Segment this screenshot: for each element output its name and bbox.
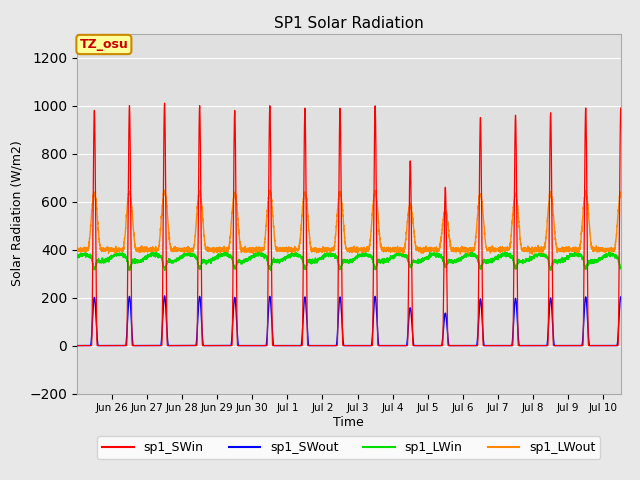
- X-axis label: Time: Time: [333, 416, 364, 429]
- Title: SP1 Solar Radiation: SP1 Solar Radiation: [274, 16, 424, 31]
- Legend: sp1_SWin, sp1_SWout, sp1_LWin, sp1_LWout: sp1_SWin, sp1_SWout, sp1_LWin, sp1_LWout: [97, 436, 600, 459]
- Text: TZ_osu: TZ_osu: [79, 38, 128, 51]
- Y-axis label: Solar Radiation (W/m2): Solar Radiation (W/m2): [11, 141, 24, 287]
